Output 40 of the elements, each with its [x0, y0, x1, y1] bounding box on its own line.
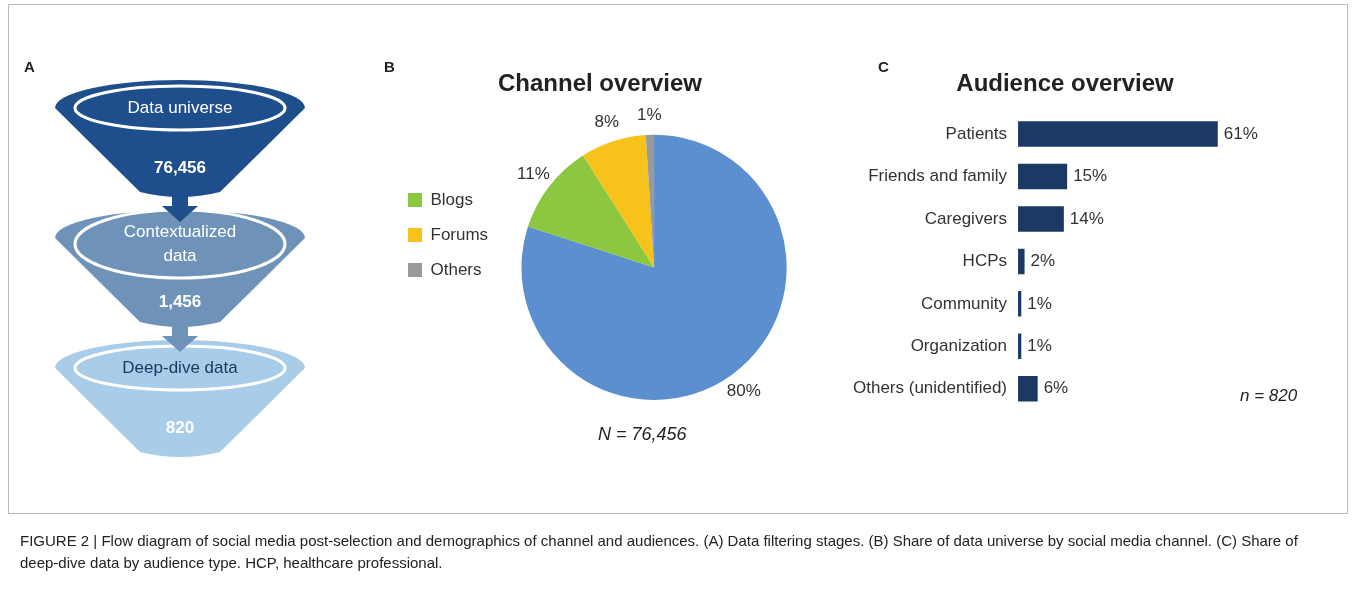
data-label: 820 [165, 417, 195, 437]
data-label: 14% [1069, 208, 1104, 228]
y-tick-label: Community [921, 293, 1008, 313]
category-label: Deep-dive data [122, 357, 239, 377]
y-tick-label: Patients [945, 123, 1008, 143]
text: N = 76,456 [598, 424, 687, 445]
text: n = 820 [1240, 386, 1298, 406]
bar [1018, 376, 1038, 402]
data-label: 2% [1030, 251, 1056, 271]
y-tick-label: Friends and family [868, 166, 1008, 186]
caption: FIGURE 2 | Flow diagram of social media post-selection and demographics of channel and audiences. (A) Data filtering stages. (B) Share of data universe by social media channel. (C) Share of deep-dive data by audience type. HCP, healthcare professional. [20, 531, 1299, 573]
data-label: 11% [517, 163, 550, 183]
category-label: Data universe [127, 97, 233, 117]
data-label: 8% [594, 111, 620, 131]
legend-label: Blogs [430, 189, 474, 209]
data-label: 1% [636, 104, 662, 124]
data-label: 1% [1027, 293, 1052, 313]
y-tick-label: Others (unidentified) [852, 378, 1008, 398]
legend-label: Others [430, 259, 482, 279]
bar [1018, 248, 1025, 275]
data-label: 6% [1043, 378, 1069, 398]
text: C [878, 58, 889, 75]
data-label: 1,456 [158, 291, 202, 311]
data-label: 15% [1073, 166, 1108, 186]
data-label: 76,456 [154, 157, 206, 177]
y-tick-label: HCPs [962, 251, 1008, 271]
data-label: 80% [726, 380, 761, 400]
bar [1018, 206, 1064, 232]
category-label: Contextualized data [123, 221, 237, 265]
legend-label: Forums [430, 224, 489, 244]
y-tick-label: Caregivers [924, 208, 1008, 228]
y-tick-label: Organization [910, 336, 1008, 355]
data-label: 1% [1027, 336, 1052, 355]
data-label: 61% [1223, 123, 1258, 143]
chart-title: Audience overview [956, 69, 1175, 97]
text: B [384, 58, 395, 75]
bar [1018, 121, 1218, 147]
text: A [24, 58, 35, 75]
bar [1018, 163, 1068, 190]
chart-title: Channel overview [497, 69, 703, 97]
